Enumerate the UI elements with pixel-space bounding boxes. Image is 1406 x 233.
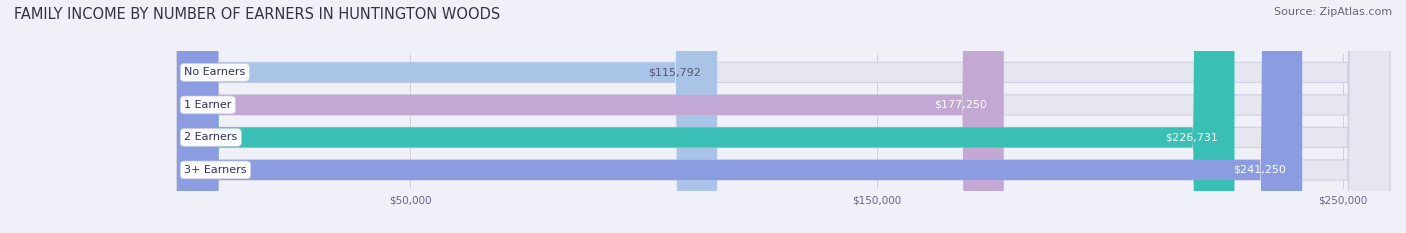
Text: $226,731: $226,731 (1166, 132, 1218, 142)
Text: FAMILY INCOME BY NUMBER OF EARNERS IN HUNTINGTON WOODS: FAMILY INCOME BY NUMBER OF EARNERS IN HU… (14, 7, 501, 22)
FancyBboxPatch shape (177, 0, 1389, 233)
FancyBboxPatch shape (177, 0, 1302, 233)
FancyBboxPatch shape (177, 0, 1004, 233)
FancyBboxPatch shape (177, 0, 1234, 233)
FancyBboxPatch shape (177, 0, 1389, 233)
FancyBboxPatch shape (177, 0, 1389, 233)
Text: 1 Earner: 1 Earner (184, 100, 232, 110)
Text: $115,792: $115,792 (648, 67, 700, 77)
Text: No Earners: No Earners (184, 67, 246, 77)
Text: Source: ZipAtlas.com: Source: ZipAtlas.com (1274, 7, 1392, 17)
FancyBboxPatch shape (177, 0, 717, 233)
Text: $177,250: $177,250 (935, 100, 987, 110)
Text: $241,250: $241,250 (1233, 165, 1286, 175)
Text: 3+ Earners: 3+ Earners (184, 165, 246, 175)
FancyBboxPatch shape (177, 0, 1389, 233)
Text: 2 Earners: 2 Earners (184, 132, 238, 142)
